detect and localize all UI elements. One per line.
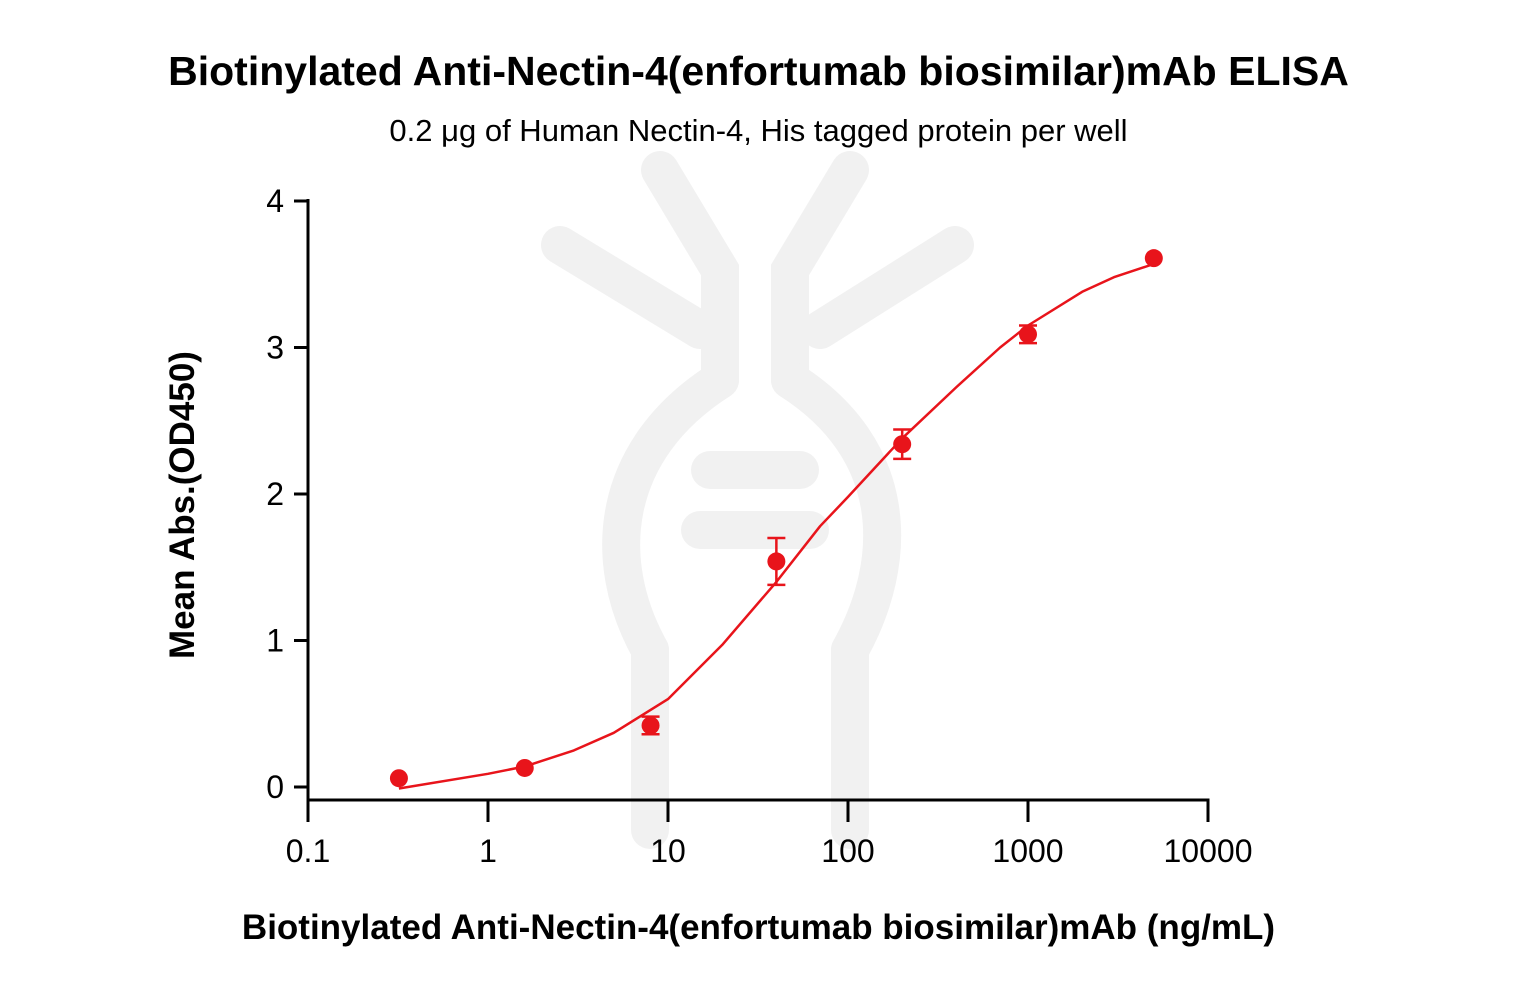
x-axis-title: Biotinylated Anti-Nectin-4(enfortumab bi… [241,908,1276,947]
y-axis-title-text: Mean Abs.(OD450) [163,351,202,659]
data-point [1144,249,1163,268]
fit-curve [398,262,1155,790]
x-tick-label: 10000 [1164,833,1253,869]
fit-curve-layer [398,262,1155,790]
y-tick-label: 3 [266,330,284,366]
y-tick-label: 1 [266,623,284,659]
x-tick-label: 0.1 [286,833,330,869]
data-points-layer [389,249,1163,788]
x-tick-label: 10 [650,833,686,869]
x-tick-label: 100 [821,833,874,869]
y-tick-label: 0 [266,769,284,805]
data-point [767,552,786,571]
data-point [389,769,408,788]
y-tick-label: 4 [266,183,284,219]
data-point [1019,325,1037,344]
data-point [641,716,660,735]
x-tick-label: 1 [479,833,497,869]
x-tick-label: 1000 [992,833,1063,869]
axes: 0 1 2 3 4 0.1 1 10 100 1000 10000 [266,183,1252,869]
watermark-logo [541,151,974,849]
chart-subtitle: 0.2 μg of Human Nectin-4, His tagged pro… [389,113,1128,148]
data-point [893,435,912,454]
data-point [515,758,534,777]
chart-title: Biotinylated Anti-Nectin-4(enfortumab bi… [168,48,1349,94]
y-tick-label: 2 [266,476,284,512]
